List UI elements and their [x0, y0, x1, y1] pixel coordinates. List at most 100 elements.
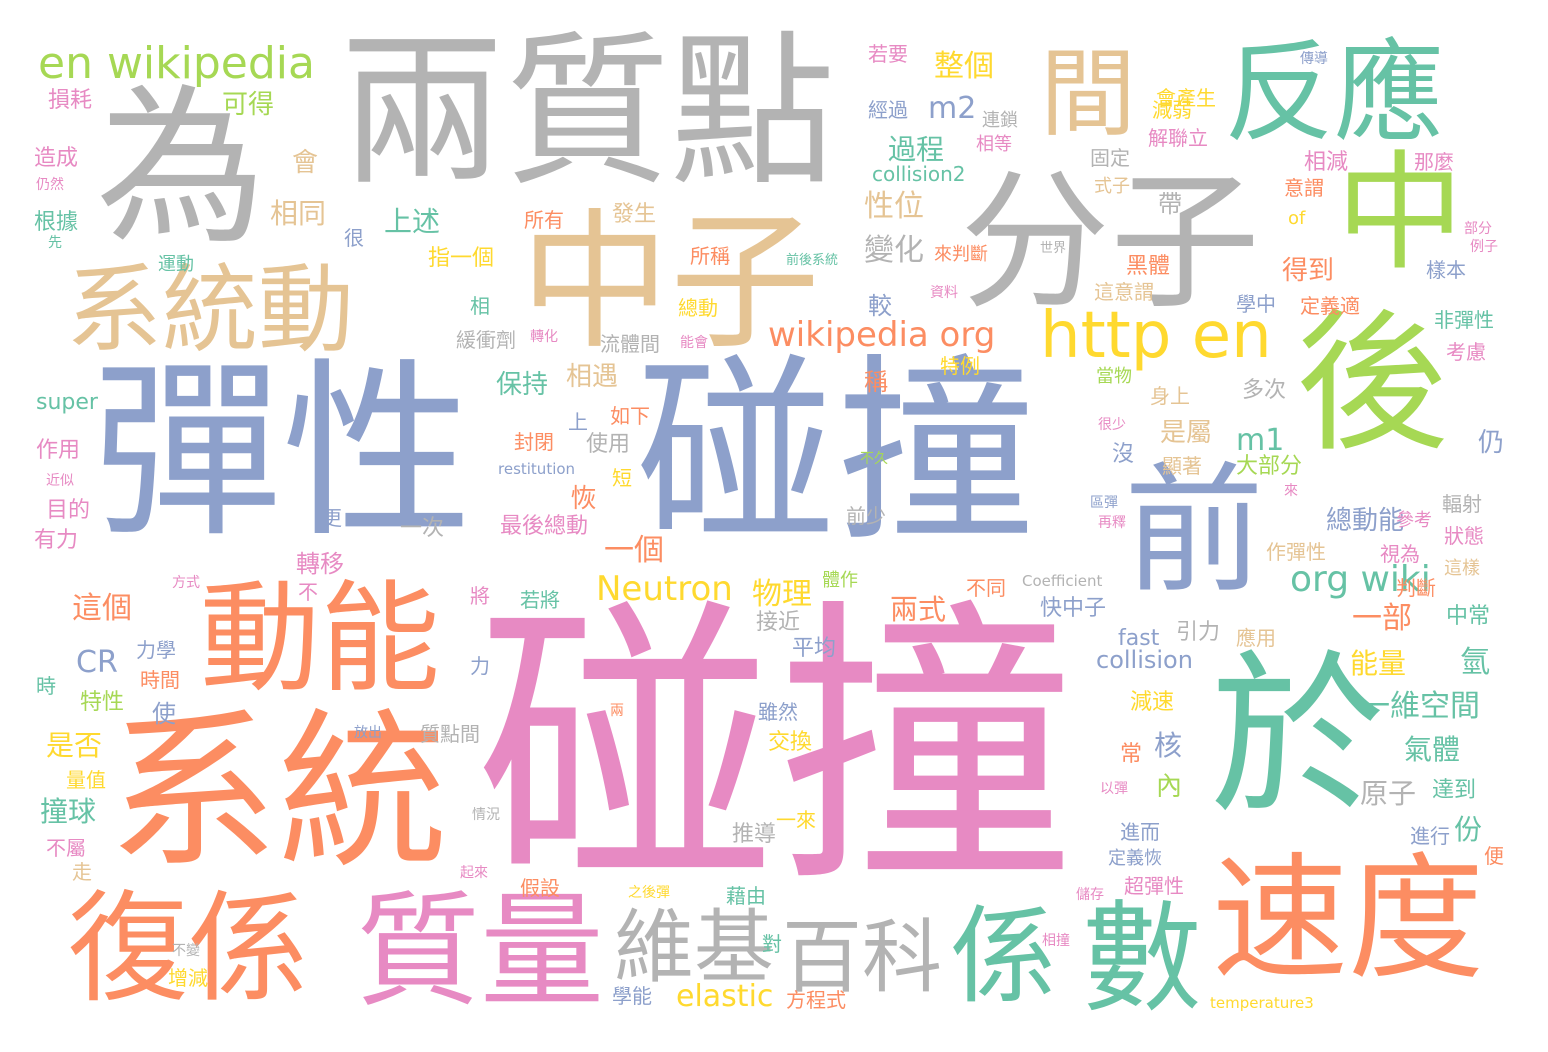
word-cr: CR: [76, 645, 118, 680]
word-duan: 短: [612, 466, 632, 490]
word-feng-bi: 封閉: [514, 430, 554, 454]
word-shi-zi: 式子: [1094, 176, 1130, 197]
word-tui-dao: 推導: [732, 822, 777, 847]
word-zui-hou-zong-dong: 最後總動: [500, 514, 589, 539]
word-sun-hao: 損耗: [48, 88, 93, 113]
word-ruo-yao: 若要: [868, 42, 908, 66]
word-yu: 於: [1210, 636, 1385, 839]
word-wikipedia-org: wikipedia org: [768, 315, 996, 355]
word-ying-yong: 應用: [1236, 626, 1276, 650]
word-li: 力: [470, 654, 490, 678]
word-xian-zhu: 顯著: [1162, 454, 1202, 478]
word-yi-ci: 一次: [400, 516, 445, 541]
word-ruo-jiang: 若將: [520, 588, 560, 612]
word-shi-fou: 是否: [46, 729, 103, 762]
word-http-en: http en: [1040, 299, 1272, 373]
word-fang-cheng-shi: 方程式: [786, 988, 846, 1012]
word-liang: 兩: [610, 703, 624, 719]
word-fast: fast: [1118, 626, 1160, 651]
word-dang-wu: 當物: [1096, 366, 1132, 387]
word-xing-wei: 性位: [864, 189, 924, 224]
word-liang-zhi-dian: 兩質點: [340, 16, 835, 208]
word-bao-chi: 保持: [496, 370, 549, 400]
word-m2: m2: [928, 91, 977, 126]
word-xiang-deng: 相等: [976, 134, 1012, 155]
word-zong-dong-neng: 總動能: [1326, 506, 1405, 536]
word-kao-lv: 考慮: [1446, 340, 1486, 364]
word-xiang-tong: 相同: [270, 197, 327, 230]
word-hou: 後: [1296, 295, 1448, 472]
word-zhi-hou-tan: 之後彈: [628, 885, 670, 901]
word-hen-shao: 很少: [1098, 417, 1126, 433]
word-gen-ju: 根據: [34, 210, 79, 235]
word-lian-suo: 連鎖: [982, 110, 1018, 131]
word-ru-xia: 如下: [610, 404, 650, 428]
word-na-me: 那麼: [1414, 150, 1454, 174]
word-mei: 沒: [1112, 442, 1135, 467]
word-jie-jin: 接近: [756, 610, 801, 635]
word-xi-tong-dong: 系統動: [66, 254, 354, 366]
word-ti-zuo: 體作: [822, 570, 858, 591]
word-zhuan-yi: 轉移: [296, 550, 344, 578]
word-fei-tan-xing: 非彈性: [1434, 308, 1494, 332]
word-neng-liang: 能量: [1350, 647, 1407, 680]
word-yuan-zi: 原子: [1360, 777, 1417, 810]
word-fang-chu: 放出: [354, 725, 382, 741]
word-jin-er: 進而: [1120, 820, 1160, 844]
word-chu-cun: 儲存: [1076, 887, 1104, 903]
word-yi-tan: 以彈: [1100, 781, 1128, 797]
word-collision: collision: [1096, 646, 1193, 674]
word-jin-xing: 進行: [1410, 824, 1450, 848]
word-ding-yi-shi: 定義適: [1300, 294, 1360, 318]
word-neutron: Neutron: [596, 569, 733, 609]
word-jiao: 較: [868, 292, 892, 320]
word-zao-cheng: 造成: [34, 146, 79, 171]
word-he: 核: [1154, 729, 1183, 762]
word-shi-wei: 視為: [1380, 542, 1420, 566]
word-bu-fen: 部分: [1464, 221, 1492, 237]
word-hui-vertical: 恢: [566, 484, 596, 510]
word-en-wikipedia: en wikipedia: [38, 38, 315, 89]
word-zhi-dian-jian: 質點間: [420, 722, 480, 746]
word-qian-hou-xi-tong: 前後系統: [786, 253, 839, 268]
word-da-bu-fen: 大部分: [1236, 454, 1303, 479]
word-bu: 不: [298, 580, 318, 604]
word-fan-ying: 反應: [1224, 29, 1444, 157]
word-neng-hui: 能會: [680, 335, 708, 351]
word-jian-su: 減速: [1130, 690, 1175, 715]
word-zhe-yi-wei: 這意謂: [1094, 280, 1154, 304]
word-hei-ti: 黑體: [1126, 254, 1171, 279]
word-temperature3: temperature3: [1210, 994, 1314, 1012]
word-jie-you: 藉由: [726, 884, 766, 908]
word-chang: 常: [1120, 742, 1143, 767]
word-da-dao: 達到: [1432, 778, 1477, 803]
word-su-du: 速度: [1212, 841, 1484, 999]
word-zheng-ge: 整個: [934, 49, 994, 84]
word-can-kao: 參考: [1396, 510, 1432, 531]
word-coefficient: Coefficient: [1022, 572, 1103, 590]
word-xi-tong: 系統: [108, 694, 449, 892]
word-liang-shi: 兩式: [890, 593, 947, 626]
word-sui-ran: 雖然: [758, 700, 798, 724]
word-bai-ke: 百科: [782, 911, 942, 1004]
word-jia-she: 假設: [520, 876, 560, 900]
word-qu-tan: 區彈: [1090, 495, 1118, 511]
word-suo-you: 所有: [524, 208, 564, 232]
word-bu-shu: 不屬: [46, 836, 86, 860]
word-bu-bian: 不變: [172, 943, 200, 959]
word-yi-wei-kong-jian: 一維空間: [1360, 689, 1480, 724]
word-xian: 先: [48, 235, 62, 251]
word-reng: 仍: [1478, 428, 1505, 458]
word-wu-li: 物理: [752, 577, 812, 612]
word-shang-shu: 上述: [384, 205, 441, 238]
word-wei-ji: 維基: [614, 901, 774, 994]
word-te-xing: 特性: [80, 690, 125, 715]
word-super: super: [36, 390, 98, 415]
word-qian: 前: [1124, 450, 1265, 613]
word-zong-dong: 總動: [678, 296, 718, 320]
word-pan-duan: 判斷: [1396, 576, 1436, 600]
word-qing: 氫: [1460, 645, 1490, 680]
word-kuai-zhong-zi: 快中子: [1040, 596, 1107, 621]
word-qi-lai: 起來: [460, 865, 488, 881]
word-yi-wei: 意謂: [1284, 176, 1324, 200]
